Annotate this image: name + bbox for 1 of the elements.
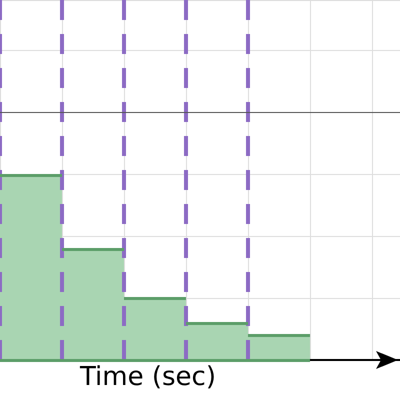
x-axis-title: Time (sec) — [78, 362, 216, 392]
